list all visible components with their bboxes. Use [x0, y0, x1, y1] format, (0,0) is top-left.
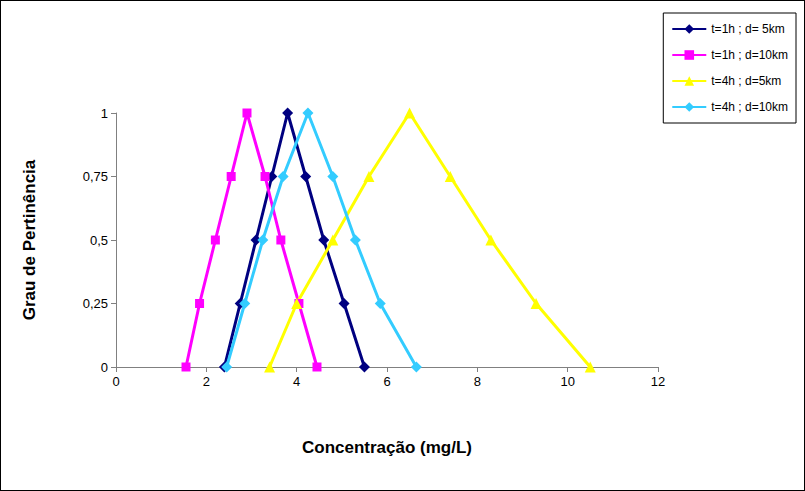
svg-text:8: 8	[474, 374, 481, 389]
svg-text:t=4h ; d=5km: t=4h ; d=5km	[711, 74, 781, 88]
svg-text:0: 0	[112, 374, 119, 389]
svg-text:0: 0	[101, 360, 108, 375]
svg-text:2: 2	[203, 374, 210, 389]
svg-text:t=4h ; d=10km: t=4h ; d=10km	[711, 100, 788, 114]
svg-text:1: 1	[101, 106, 108, 121]
svg-text:Grau de Pertinência: Grau de Pertinência	[20, 159, 39, 320]
svg-text:t=1h ; d=10km: t=1h ; d=10km	[711, 48, 788, 62]
svg-text:12: 12	[651, 374, 665, 389]
svg-text:0,5: 0,5	[90, 233, 108, 248]
svg-text:Concentração (mg/L): Concentração (mg/L)	[302, 438, 472, 457]
svg-text:0,75: 0,75	[83, 169, 108, 184]
svg-text:0,25: 0,25	[83, 296, 108, 311]
svg-text:10: 10	[560, 374, 574, 389]
svg-text:6: 6	[383, 374, 390, 389]
svg-text:4: 4	[293, 374, 300, 389]
svg-text:t=1h ; d= 5km: t=1h ; d= 5km	[711, 22, 784, 36]
